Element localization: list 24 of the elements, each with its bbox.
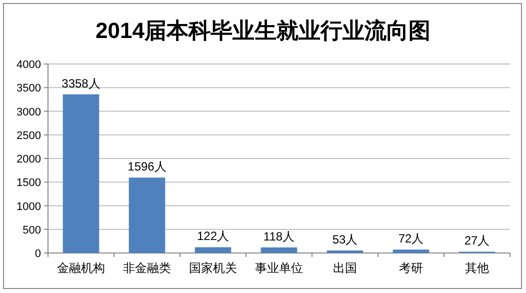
x-tick-label: 事业单位 bbox=[255, 261, 303, 275]
data-label: 118人 bbox=[263, 229, 295, 244]
y-tick-label: 3000 bbox=[16, 106, 41, 118]
x-tick-label: 考研 bbox=[399, 261, 423, 275]
data-label: 27人 bbox=[464, 234, 490, 248]
data-label: 53人 bbox=[332, 232, 358, 246]
data-label: 122人 bbox=[196, 229, 230, 244]
y-tick-label: 4000 bbox=[16, 59, 41, 71]
x-tick-label: 金融机构 bbox=[57, 261, 105, 275]
data-label: 72人 bbox=[398, 232, 424, 246]
y-tick-label: 500 bbox=[22, 224, 41, 236]
data-label: 3358人 bbox=[62, 76, 100, 90]
y-tick-label: 2000 bbox=[16, 154, 41, 166]
x-tick-label: 非金融类 bbox=[123, 261, 171, 275]
y-tick-label: 3500 bbox=[16, 82, 41, 95]
y-tick-label: 2500 bbox=[16, 130, 41, 142]
y-tick-label: 1500 bbox=[16, 177, 41, 190]
y-tick-label: 0 bbox=[34, 248, 41, 260]
x-tick-label: 国家机关 bbox=[189, 261, 237, 275]
chart-title: 2014届本科毕业生就业行业流向图 bbox=[96, 18, 430, 43]
x-tick-label: 其他 bbox=[465, 261, 489, 275]
data-label: 1596人 bbox=[128, 160, 166, 174]
y-tick-label: 1000 bbox=[16, 200, 41, 213]
x-tick-label: 出国 bbox=[333, 261, 357, 275]
